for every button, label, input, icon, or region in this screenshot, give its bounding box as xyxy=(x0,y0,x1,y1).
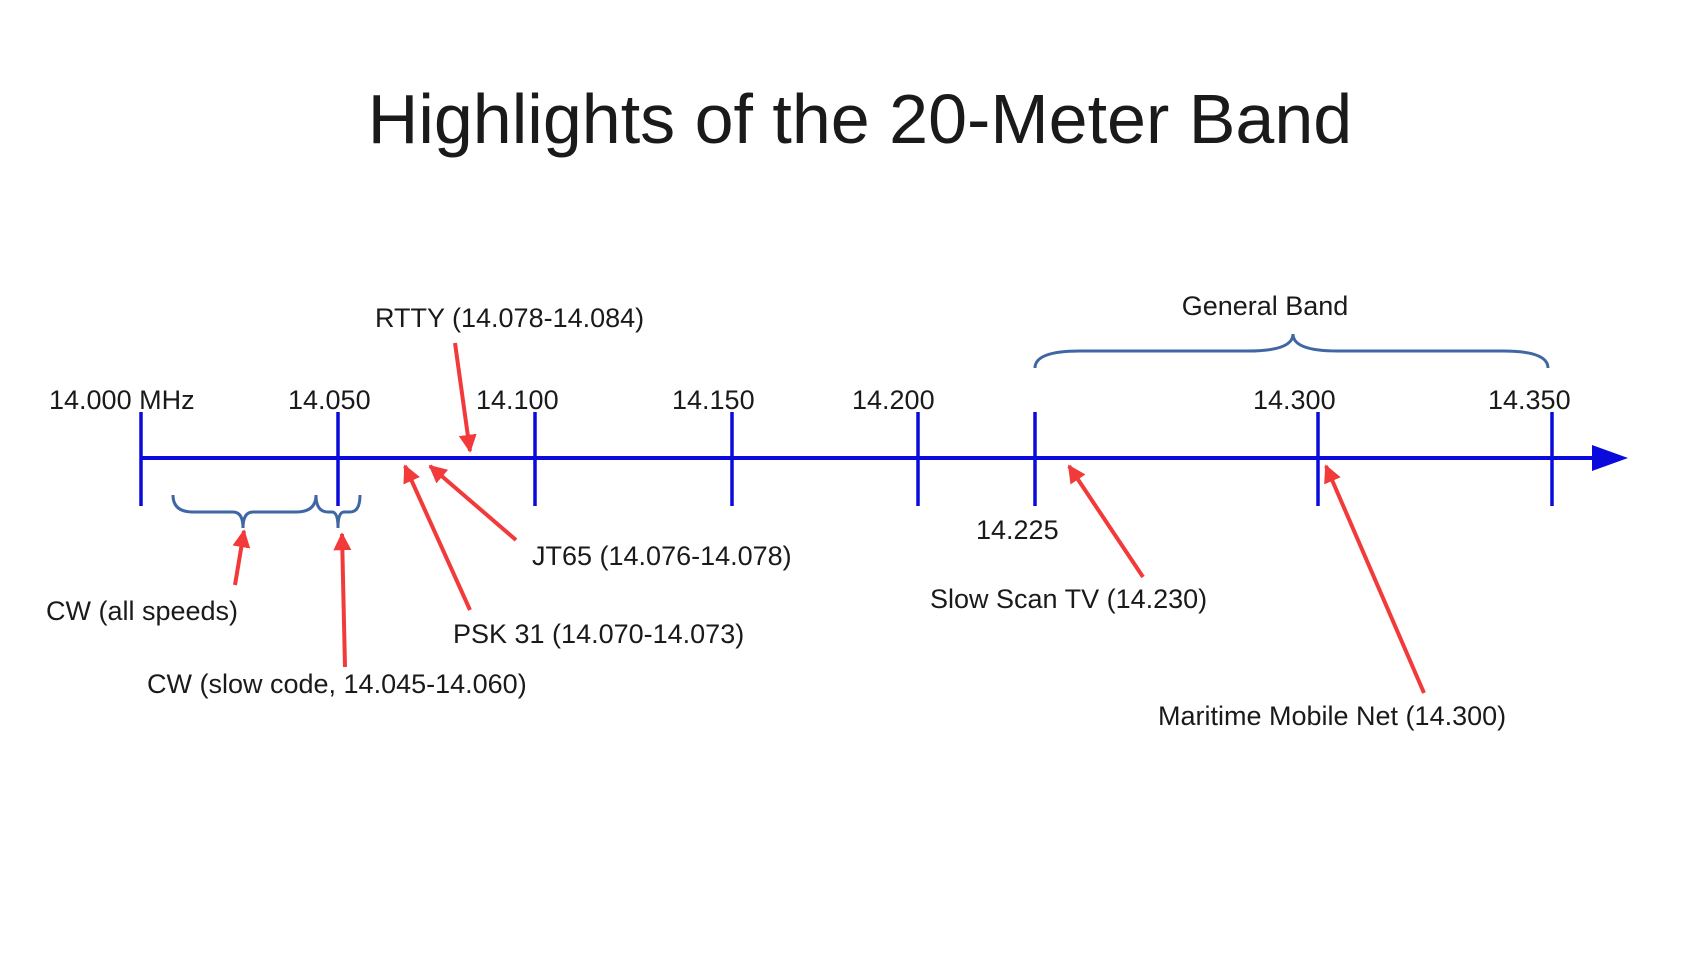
general-band-label: General Band xyxy=(1182,291,1349,321)
annotation-label-rtty: RTTY (14.078-14.084) xyxy=(375,303,644,333)
annotation-arrows xyxy=(232,342,1426,694)
tick-labels: 14.000 MHz 14.050 14.100 14.150 14.200 1… xyxy=(49,385,1571,545)
annotation-label-cw-slow-code: CW (slow code, 14.045-14.060) xyxy=(147,669,527,699)
tick-label: 14.050 xyxy=(288,385,371,415)
braces: General Band xyxy=(171,291,1550,529)
arrow-psk31 xyxy=(403,464,472,611)
arrow-cw-slow-code xyxy=(333,532,352,668)
brace-cw-all-speeds xyxy=(171,494,318,529)
tick-label: 14.100 xyxy=(476,385,559,415)
arrow-slow-scan-tv xyxy=(1067,464,1145,579)
diagram-title: Highlights of the 20-Meter Band xyxy=(368,80,1352,158)
arrow-cw-all-speeds xyxy=(232,529,251,586)
tick-label: 14.350 xyxy=(1488,385,1571,415)
arrow-maritime-mobile-net xyxy=(1324,464,1426,694)
arrow-rtty xyxy=(453,342,477,453)
annotation-label-jt65: JT65 (14.076-14.078) xyxy=(532,541,792,571)
annotation-labels: RTTY (14.078-14.084) JT65 (14.076-14.078… xyxy=(46,303,1506,731)
annotation-label-slow-scan-tv: Slow Scan TV (14.230) xyxy=(930,584,1207,614)
tick-label: 14.300 xyxy=(1253,385,1336,415)
tick-label: 14.200 xyxy=(852,385,935,415)
brace-cw-slow-code xyxy=(314,494,362,529)
arrow-jt65 xyxy=(428,464,518,542)
tick-label: 14.150 xyxy=(672,385,755,415)
axis-arrowhead xyxy=(1592,445,1628,471)
tick-label: 14.225 xyxy=(976,515,1059,545)
brace-general-band xyxy=(1033,333,1550,369)
annotation-label-maritime-mobile-net: Maritime Mobile Net (14.300) xyxy=(1158,701,1506,731)
frequency-axis xyxy=(139,412,1628,506)
tick-label: 14.000 MHz xyxy=(49,385,195,415)
annotation-label-cw-all-speeds: CW (all speeds) xyxy=(46,596,238,626)
annotation-label-psk31: PSK 31 (14.070-14.073) xyxy=(453,619,744,649)
